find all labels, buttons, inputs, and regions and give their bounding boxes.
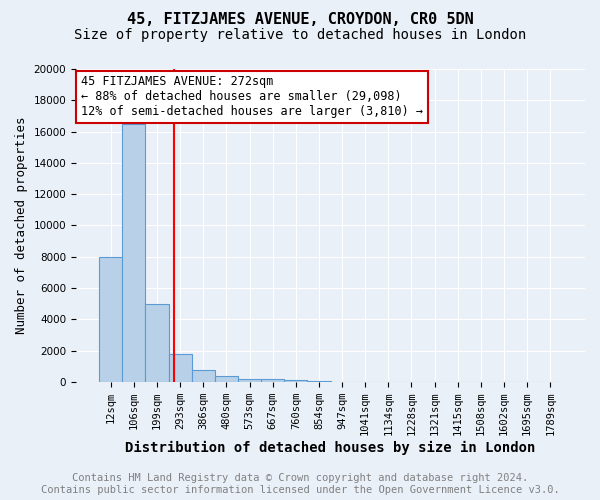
- Bar: [284, 380, 307, 382]
- Bar: [307, 381, 331, 382]
- Y-axis label: Number of detached properties: Number of detached properties: [15, 116, 28, 334]
- Bar: [192, 370, 215, 382]
- Bar: [261, 380, 284, 382]
- Text: Size of property relative to detached houses in London: Size of property relative to detached ho…: [74, 28, 526, 42]
- Bar: [215, 376, 238, 382]
- Bar: [169, 354, 192, 382]
- Text: 45, FITZJAMES AVENUE, CROYDON, CR0 5DN: 45, FITZJAMES AVENUE, CROYDON, CR0 5DN: [127, 12, 473, 28]
- Bar: [99, 256, 122, 382]
- X-axis label: Distribution of detached houses by size in London: Distribution of detached houses by size …: [125, 441, 536, 455]
- Bar: [238, 378, 261, 382]
- Bar: [122, 124, 145, 382]
- Text: 45 FITZJAMES AVENUE: 272sqm
← 88% of detached houses are smaller (29,098)
12% of: 45 FITZJAMES AVENUE: 272sqm ← 88% of det…: [81, 76, 423, 118]
- Bar: [145, 304, 169, 382]
- Text: Contains HM Land Registry data © Crown copyright and database right 2024.
Contai: Contains HM Land Registry data © Crown c…: [41, 474, 559, 495]
